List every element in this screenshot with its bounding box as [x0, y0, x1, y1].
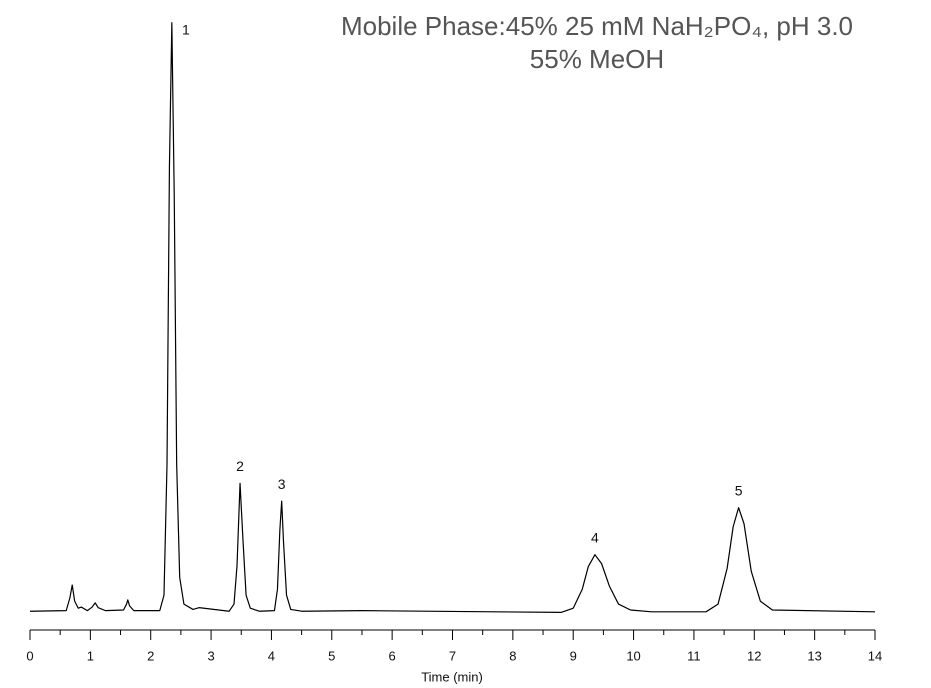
x-tick-label: 0 [26, 648, 33, 663]
x-tick-label: 10 [626, 648, 640, 663]
x-tick-label: 7 [449, 648, 456, 663]
peak-label: 3 [278, 476, 286, 492]
x-tick-label: 14 [868, 648, 882, 663]
chart-title: 55% MeOH [530, 44, 664, 74]
x-tick-label: 4 [268, 648, 275, 663]
chart-title: Mobile Phase:45% 25 mM NaH₂PO₄, pH 3.0 [341, 11, 853, 41]
x-tick-label: 11 [687, 648, 701, 663]
x-tick-label: 8 [509, 648, 516, 663]
peak-label: 2 [236, 458, 244, 474]
x-tick-label: 2 [147, 648, 154, 663]
x-tick-label: 6 [389, 648, 396, 663]
peak-label: 1 [182, 21, 190, 37]
x-tick-label: 13 [807, 648, 821, 663]
peak-label: 5 [735, 482, 743, 498]
x-tick-label: 5 [328, 648, 335, 663]
x-tick-label: 1 [87, 648, 94, 663]
chromatogram-trace [29, 22, 876, 613]
x-tick-label: 9 [570, 648, 577, 663]
peak-label: 4 [591, 529, 599, 545]
x-axis-label: Time (min) [421, 669, 483, 684]
x-tick-label: 3 [207, 648, 214, 663]
x-tick-label: 12 [747, 648, 761, 663]
